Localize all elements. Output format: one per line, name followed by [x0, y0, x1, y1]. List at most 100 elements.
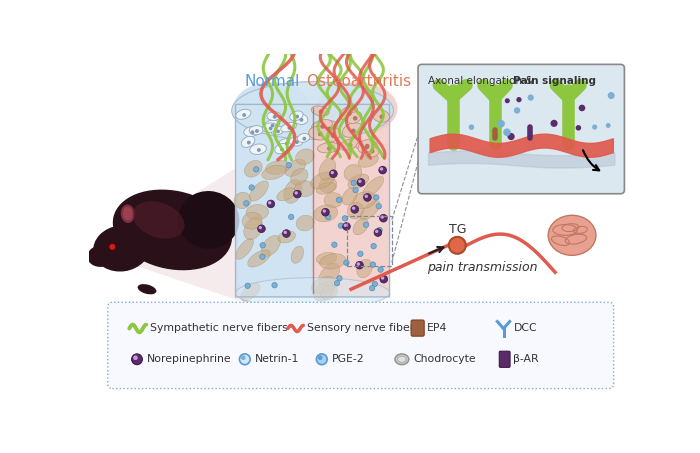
Ellipse shape — [120, 204, 136, 224]
Ellipse shape — [289, 137, 303, 146]
Circle shape — [109, 243, 116, 251]
Ellipse shape — [309, 126, 330, 140]
Circle shape — [247, 140, 251, 145]
Ellipse shape — [395, 354, 409, 365]
Ellipse shape — [262, 123, 277, 132]
Circle shape — [356, 262, 360, 266]
Ellipse shape — [113, 190, 231, 270]
Ellipse shape — [295, 149, 314, 165]
Circle shape — [379, 214, 387, 222]
Ellipse shape — [290, 111, 303, 120]
FancyBboxPatch shape — [411, 320, 424, 336]
Circle shape — [379, 115, 384, 119]
Ellipse shape — [314, 205, 337, 222]
Ellipse shape — [267, 112, 281, 120]
Circle shape — [280, 148, 284, 151]
Circle shape — [381, 215, 384, 219]
Circle shape — [331, 133, 335, 138]
Ellipse shape — [358, 140, 374, 153]
Ellipse shape — [236, 109, 251, 119]
Circle shape — [269, 126, 272, 130]
Ellipse shape — [295, 180, 314, 197]
Circle shape — [327, 146, 332, 151]
Circle shape — [365, 145, 369, 149]
Circle shape — [503, 128, 511, 136]
Circle shape — [242, 113, 246, 117]
Ellipse shape — [358, 154, 379, 167]
Circle shape — [606, 123, 610, 128]
Circle shape — [271, 124, 274, 127]
Circle shape — [378, 267, 384, 272]
Circle shape — [363, 193, 371, 201]
FancyBboxPatch shape — [311, 104, 389, 297]
Circle shape — [374, 195, 379, 200]
Ellipse shape — [356, 140, 377, 150]
Circle shape — [288, 214, 294, 220]
Ellipse shape — [262, 165, 286, 179]
Ellipse shape — [250, 181, 268, 201]
Ellipse shape — [318, 263, 340, 286]
Circle shape — [370, 149, 374, 154]
Circle shape — [498, 120, 505, 127]
Ellipse shape — [363, 176, 384, 197]
Circle shape — [330, 171, 334, 174]
Ellipse shape — [264, 120, 279, 129]
Ellipse shape — [357, 259, 372, 278]
Circle shape — [608, 92, 615, 99]
Circle shape — [132, 354, 142, 365]
Circle shape — [348, 143, 353, 147]
Text: Sensory nerve fibers: Sensory nerve fibers — [307, 323, 420, 333]
Ellipse shape — [236, 238, 253, 260]
Ellipse shape — [312, 277, 336, 293]
Circle shape — [284, 231, 287, 234]
Ellipse shape — [347, 111, 362, 124]
Ellipse shape — [233, 82, 310, 135]
Circle shape — [268, 201, 272, 204]
Circle shape — [245, 283, 251, 289]
Circle shape — [374, 229, 382, 236]
Circle shape — [338, 223, 344, 228]
Ellipse shape — [132, 201, 185, 239]
Ellipse shape — [244, 126, 260, 136]
Text: Normal: Normal — [244, 74, 300, 89]
Ellipse shape — [291, 246, 304, 263]
Circle shape — [365, 195, 368, 198]
Circle shape — [267, 200, 274, 208]
Ellipse shape — [271, 126, 284, 135]
Ellipse shape — [284, 180, 302, 203]
Circle shape — [380, 275, 388, 283]
Circle shape — [370, 262, 376, 267]
Circle shape — [323, 209, 326, 213]
Text: Netrin-1: Netrin-1 — [255, 354, 299, 364]
Circle shape — [258, 226, 262, 229]
Ellipse shape — [342, 123, 363, 137]
Circle shape — [288, 126, 291, 130]
Text: TG: TG — [449, 223, 466, 236]
Text: PGE-2: PGE-2 — [332, 354, 365, 364]
Circle shape — [326, 214, 331, 220]
Ellipse shape — [342, 188, 357, 205]
Ellipse shape — [340, 139, 359, 150]
Ellipse shape — [548, 215, 596, 255]
Circle shape — [508, 133, 514, 140]
Circle shape — [353, 188, 358, 193]
Circle shape — [342, 222, 350, 230]
FancyBboxPatch shape — [108, 302, 614, 389]
Text: Sympathetic nerve fibers: Sympathetic nerve fibers — [150, 323, 288, 333]
Ellipse shape — [88, 245, 114, 267]
Ellipse shape — [285, 159, 306, 177]
Ellipse shape — [325, 128, 340, 142]
Circle shape — [514, 107, 520, 114]
Circle shape — [358, 251, 363, 256]
Circle shape — [318, 131, 323, 136]
Circle shape — [249, 185, 254, 190]
Circle shape — [347, 111, 351, 116]
Ellipse shape — [122, 207, 133, 221]
Circle shape — [327, 126, 332, 131]
Ellipse shape — [398, 356, 406, 362]
Ellipse shape — [316, 252, 337, 265]
Text: Pain signaling: Pain signaling — [512, 76, 596, 86]
Circle shape — [255, 129, 259, 133]
Circle shape — [244, 201, 249, 206]
Circle shape — [372, 281, 377, 287]
